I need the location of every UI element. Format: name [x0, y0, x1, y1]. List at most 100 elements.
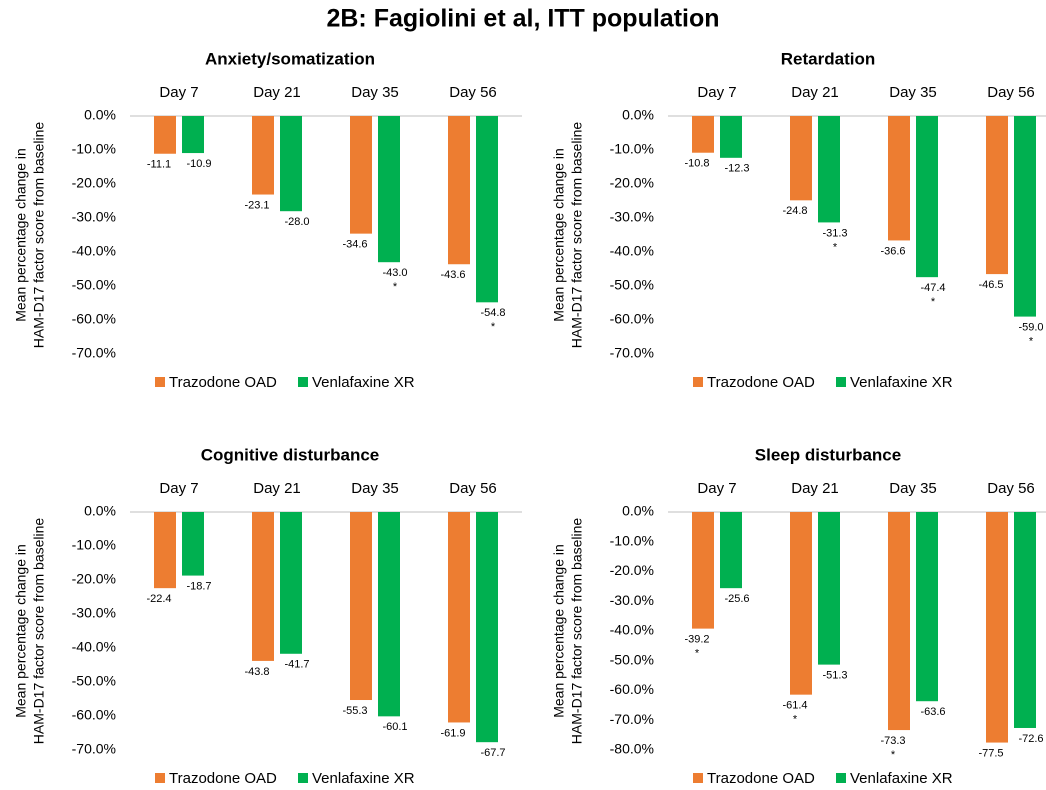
y-tick-label: -40.0% — [610, 622, 654, 638]
category-label: Day 21 — [253, 480, 301, 497]
y-tick-label: -10.0% — [72, 537, 116, 553]
data-label: -39.2 — [684, 634, 709, 646]
y-tick-label: -70.0% — [610, 711, 654, 727]
data-label: -28.0 — [284, 216, 309, 228]
legend-label: Venlafaxine XR — [850, 770, 953, 787]
data-label: -12.3 — [724, 163, 749, 175]
data-label: -47.4 — [920, 282, 945, 294]
data-label: -72.6 — [1018, 733, 1043, 745]
legend-swatch — [836, 377, 846, 387]
significance-marker: * — [695, 648, 700, 660]
data-label: -34.6 — [342, 239, 367, 251]
bar — [350, 116, 372, 234]
y-axis-label: Mean percentage change in — [13, 148, 29, 322]
y-tick-label: -60.0% — [610, 681, 654, 697]
y-axis-label: HAM-D17 factor score from baseline — [31, 518, 47, 745]
bar — [182, 116, 204, 154]
bar — [888, 116, 910, 241]
y-tick-label: -40.0% — [610, 243, 654, 259]
bar — [1014, 512, 1036, 728]
bar — [692, 116, 714, 153]
legend-swatch — [155, 773, 165, 783]
category-label: Day 35 — [351, 84, 399, 101]
data-label: -51.3 — [822, 670, 847, 682]
data-label: -31.3 — [822, 227, 847, 239]
y-tick-label: -30.0% — [610, 209, 654, 225]
data-label: -25.6 — [724, 593, 749, 605]
data-label: -10.8 — [684, 158, 709, 170]
y-tick-label: -20.0% — [72, 175, 116, 191]
legend-swatch — [298, 773, 308, 783]
significance-marker: * — [393, 281, 398, 293]
y-tick-label: -10.0% — [610, 532, 654, 548]
significance-marker: * — [931, 296, 936, 308]
category-label: Day 35 — [889, 480, 937, 497]
legend-swatch — [693, 377, 703, 387]
category-label: Day 7 — [159, 84, 198, 101]
data-label: -67.7 — [480, 747, 505, 759]
bar — [182, 512, 204, 576]
bar — [986, 116, 1008, 275]
panel-title: Cognitive disturbance — [201, 445, 380, 464]
significance-marker: * — [491, 321, 496, 333]
legend-label: Trazodone OAD — [169, 374, 277, 391]
bar — [790, 512, 812, 695]
data-label: -61.4 — [782, 700, 807, 712]
legend-label: Trazodone OAD — [169, 770, 277, 787]
data-label: -10.9 — [186, 158, 211, 170]
bar — [252, 116, 274, 195]
panel: Sleep disturbance Mean percentage change … — [551, 445, 1046, 787]
bar — [378, 116, 400, 263]
y-tick-label: -70.0% — [72, 741, 116, 757]
legend-label: Trazodone OAD — [707, 374, 815, 391]
significance-marker: * — [1029, 336, 1034, 348]
y-tick-label: -80.0% — [610, 741, 654, 757]
bar — [692, 512, 714, 629]
y-tick-label: -30.0% — [610, 592, 654, 608]
data-label: -24.8 — [782, 205, 807, 217]
y-tick-label: 0.0% — [622, 503, 654, 519]
category-label: Day 21 — [791, 84, 839, 101]
y-tick-label: -50.0% — [72, 673, 116, 689]
bar — [448, 116, 470, 265]
y-tick-label: -30.0% — [72, 605, 116, 621]
panel: Cognitive disturbance Mean percentage cha… — [13, 445, 522, 787]
bar — [378, 512, 400, 717]
y-tick-label: -10.0% — [72, 141, 116, 157]
y-tick-label: -30.0% — [72, 209, 116, 225]
data-label: -22.4 — [146, 593, 171, 605]
bar — [818, 512, 840, 665]
category-label: Day 7 — [697, 480, 736, 497]
legend-swatch — [836, 773, 846, 783]
y-tick-label: -60.0% — [610, 311, 654, 327]
panel-title: Anxiety/somatization — [205, 49, 375, 68]
y-tick-label: -70.0% — [72, 345, 116, 361]
bar — [280, 512, 302, 654]
bar — [916, 512, 938, 702]
panel-title: Sleep disturbance — [755, 445, 901, 464]
bar — [986, 512, 1008, 743]
y-axis-label: HAM-D17 factor score from baseline — [31, 122, 47, 349]
bar — [1014, 116, 1036, 317]
bar — [720, 512, 742, 589]
y-tick-label: -20.0% — [610, 562, 654, 578]
y-tick-label: 0.0% — [84, 107, 116, 123]
bar — [476, 512, 498, 743]
data-label: -18.7 — [186, 580, 211, 592]
bar — [280, 116, 302, 212]
category-label: Day 56 — [449, 84, 497, 101]
data-label: -60.1 — [382, 721, 407, 733]
bar — [790, 116, 812, 201]
legend-swatch — [298, 377, 308, 387]
data-label: -46.5 — [978, 279, 1003, 291]
significance-marker: * — [793, 714, 798, 726]
data-label: -63.6 — [920, 706, 945, 718]
panel: Retardation Mean percentage change in HAM-… — [551, 49, 1046, 391]
significance-marker: * — [891, 749, 896, 761]
y-axis-label: HAM-D17 factor score from baseline — [569, 518, 585, 745]
y-tick-label: 0.0% — [84, 503, 116, 519]
category-label: Day 21 — [253, 84, 301, 101]
data-label: -77.5 — [978, 747, 1003, 759]
legend-label: Venlafaxine XR — [850, 374, 953, 391]
category-label: Day 35 — [889, 84, 937, 101]
